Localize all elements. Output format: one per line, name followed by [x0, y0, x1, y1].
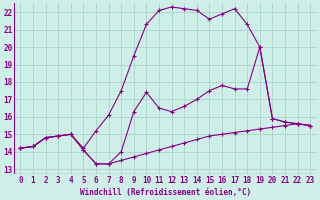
X-axis label: Windchill (Refroidissement éolien,°C): Windchill (Refroidissement éolien,°C) — [80, 188, 251, 197]
